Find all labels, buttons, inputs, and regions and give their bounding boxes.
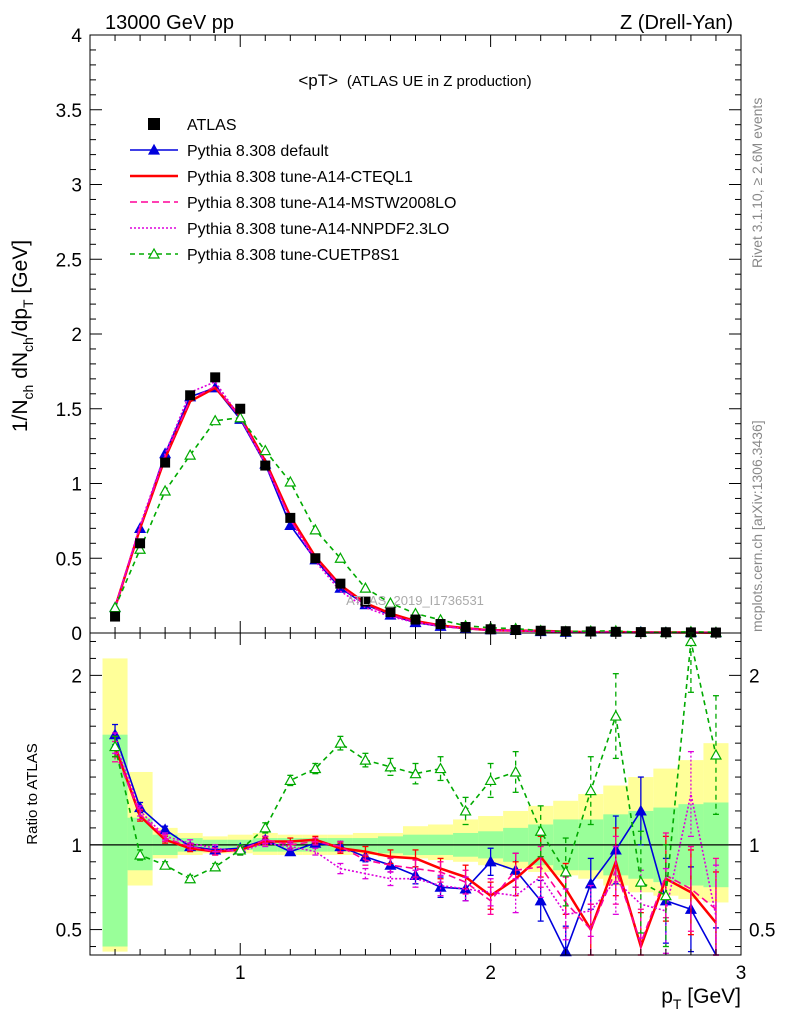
main-series-marker	[284, 475, 297, 487]
ratio-series-marker	[234, 843, 247, 855]
main-series-marker	[284, 519, 297, 530]
main-y-tick-label: 3.5	[56, 101, 82, 122]
main-y-tick-label: 2	[71, 325, 82, 346]
main-y-tick-label: 3	[71, 176, 82, 197]
main-y-tick-label: 0.5	[56, 549, 82, 570]
main-series-marker	[159, 484, 172, 496]
main-y-axis-label: 1/Nch dNch/dpT [GeV]	[9, 240, 36, 432]
ratio-series-marker	[134, 848, 147, 860]
data-point	[185, 390, 196, 401]
ratio-y-tick-label-right: 0.5	[749, 921, 775, 942]
legend-label: Pythia 8.308 tune-A14-MSTW2008LO	[187, 195, 456, 212]
data-point	[135, 538, 146, 549]
legend-marker	[147, 143, 161, 155]
legend-marker	[148, 118, 160, 130]
ratio-series-marker	[284, 845, 297, 857]
ratio-series-marker	[634, 875, 647, 887]
ratio-series-marker	[309, 762, 322, 774]
ratio-y-tick-label: 0.5	[56, 921, 82, 942]
ratio-series-marker	[559, 865, 572, 877]
ratio-series-marker	[209, 860, 222, 872]
ratio-y-axis-label: Ratio to ATLAS	[24, 743, 41, 844]
main-series-marker	[359, 581, 372, 593]
x-tick-label: 1	[235, 963, 246, 984]
ratio-series-marker	[384, 760, 397, 772]
analysis-watermark: ATLAS_2019_I1736531	[346, 593, 484, 608]
ratio-series-marker	[334, 736, 347, 748]
main-y-tick-label: 1.5	[56, 400, 82, 421]
main-panel: <pT> (ATLAS UE in Z production) ATLAS_20…	[9, 26, 742, 645]
data-point	[435, 619, 446, 630]
legend-marker	[147, 247, 161, 259]
ratio-y-tick-label-right: 1	[749, 836, 760, 857]
ratio-panel: Ratio to ATLAS pT [GeV] 0.5 0.5 1 1 2 2 1 2 3	[24, 632, 775, 1012]
ratio-series-marker	[484, 774, 497, 786]
ratio-y-tick-label: 2	[71, 666, 82, 687]
ratio-series-marker	[434, 880, 447, 892]
main-series-marker	[234, 411, 247, 423]
ratio-series-marker	[259, 821, 272, 833]
ratio-series-marker	[709, 748, 722, 760]
data-point	[385, 607, 396, 618]
ratio-series-marker	[534, 894, 547, 906]
main-y-tick-label: 4	[71, 26, 82, 47]
ratio-series-marker	[359, 753, 372, 765]
ratio-series-marker	[284, 774, 297, 786]
ratio-series-marker	[459, 804, 472, 816]
legend: ATLAS Pythia 8.308 default Pythia 8.308 tu…	[130, 117, 456, 264]
data-point	[310, 553, 321, 564]
legend-label: Pythia 8.308 tune-CUETP8S1	[187, 247, 400, 264]
data-point	[235, 403, 246, 414]
ratio-series-marker	[434, 762, 447, 774]
main-title: <pT> (ATLAS UE in Z production)	[298, 71, 531, 90]
main-series-marker	[334, 552, 347, 563]
ratio-series-marker	[609, 709, 622, 721]
main-series-marker	[259, 444, 272, 456]
header-left: 13000 GeV pp	[105, 12, 234, 34]
ratio-series-marker	[534, 825, 547, 836]
ratio-series-marker	[184, 872, 197, 884]
data-point	[110, 611, 121, 622]
ratio-series-marker	[509, 765, 522, 777]
main-series-marker	[184, 448, 197, 460]
main-series-marker	[209, 414, 222, 426]
data-point	[260, 460, 271, 471]
mcplots-label: mcplots.cern.ch [arXiv:1306.3436]	[749, 420, 765, 632]
ratio-series-marker	[634, 804, 647, 816]
rivet-version-label: Rivet 3.1.10, ≥ 2.6M events	[749, 98, 765, 268]
ratio-series-marker	[684, 635, 697, 647]
ratio-series-marker	[484, 855, 497, 867]
ratio-series-marker	[584, 784, 597, 796]
header-right: Z (Drell-Yan)	[620, 12, 733, 34]
x-axis-label: pT [GeV]	[661, 985, 741, 1012]
x-tick-label: 2	[485, 963, 496, 984]
data-point	[160, 457, 171, 468]
x-tick-label: 3	[736, 963, 747, 984]
main-series-marker	[134, 543, 147, 554]
data-point	[360, 596, 371, 607]
legend-label: ATLAS	[187, 117, 237, 134]
data-point	[335, 578, 346, 589]
ratio-series-marker	[109, 740, 122, 752]
ratio-y-tick-label-right: 2	[749, 666, 760, 687]
main-y-tick-label: 2.5	[56, 250, 82, 271]
ratio-series-marker	[409, 767, 422, 779]
data-point	[210, 372, 221, 383]
legend-label: Pythia 8.308 tune-A14-NNPDF2.3LO	[187, 221, 449, 238]
uncertainty-band	[127, 817, 153, 871]
data-point	[285, 512, 296, 523]
data-point	[410, 614, 421, 625]
ratio-series-marker	[659, 889, 672, 901]
legend-label: Pythia 8.308 tune-A14-CTEQL1	[187, 169, 413, 186]
legend-label: Pythia 8.308 default	[187, 143, 329, 160]
ratio-series-marker	[159, 858, 172, 870]
ratio-y-tick-label: 1	[71, 836, 82, 857]
main-series-marker	[109, 601, 122, 613]
main-y-tick-label: 1	[71, 475, 82, 496]
main-y-tick-label: 0	[71, 624, 82, 645]
main-series-marker	[309, 523, 322, 535]
